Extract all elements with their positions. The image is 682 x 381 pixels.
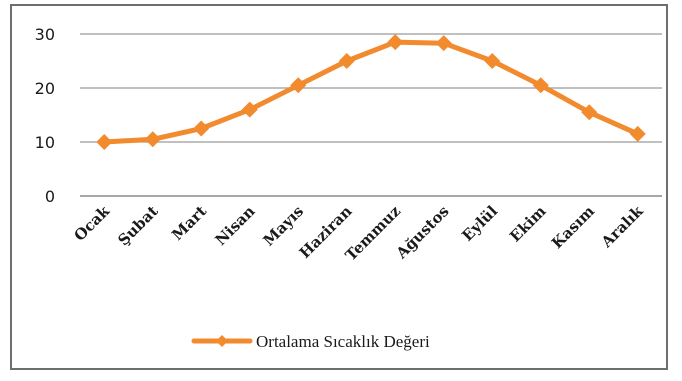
x-tick-label: Mart bbox=[168, 202, 210, 244]
x-tick-label: Ağustos bbox=[392, 202, 453, 263]
data-point-marker bbox=[290, 77, 307, 94]
x-tick-label: Aralık bbox=[597, 202, 647, 252]
data-point-marker bbox=[581, 104, 598, 121]
legend-marker bbox=[216, 335, 228, 347]
x-tick-label: Mayıs bbox=[260, 202, 308, 250]
data-point-marker bbox=[629, 125, 646, 142]
x-tick-label: Ekim bbox=[506, 202, 550, 246]
series-line bbox=[101, 39, 641, 145]
x-tick-label: Nisan bbox=[212, 202, 259, 249]
data-point-marker bbox=[387, 34, 404, 51]
data-point-marker bbox=[484, 53, 501, 69]
data-point-marker bbox=[241, 101, 258, 118]
data-point-marker bbox=[144, 131, 161, 148]
x-tick-label: Ocak bbox=[70, 202, 113, 245]
legend: Ortalama Sıcaklık Değeri bbox=[191, 332, 430, 351]
legend-label: Ortalama Sıcaklık Değeri bbox=[256, 332, 430, 351]
y-axis-ticks: 0 10 20 30 bbox=[35, 25, 55, 206]
y-tick-label: 30 bbox=[35, 25, 55, 44]
y-tick-label: 10 bbox=[35, 133, 55, 152]
gridlines bbox=[80, 33, 662, 197]
data-point-marker bbox=[338, 53, 355, 69]
x-tick-label: Şubat bbox=[114, 202, 161, 249]
data-point-marker bbox=[193, 120, 210, 137]
y-tick-label: 20 bbox=[35, 79, 55, 98]
data-point-marker bbox=[96, 134, 113, 150]
x-tick-label: Eylül bbox=[458, 202, 501, 245]
series-layer bbox=[96, 34, 646, 150]
x-tick-label: Kasım bbox=[548, 202, 598, 252]
data-point-marker bbox=[532, 77, 549, 94]
data-point-marker bbox=[435, 35, 452, 52]
y-tick-label: 0 bbox=[45, 187, 55, 206]
x-axis-ticks: Ocak Şubat Mart Nisan MayısHaziranTemmuzAğus… bbox=[70, 202, 647, 265]
